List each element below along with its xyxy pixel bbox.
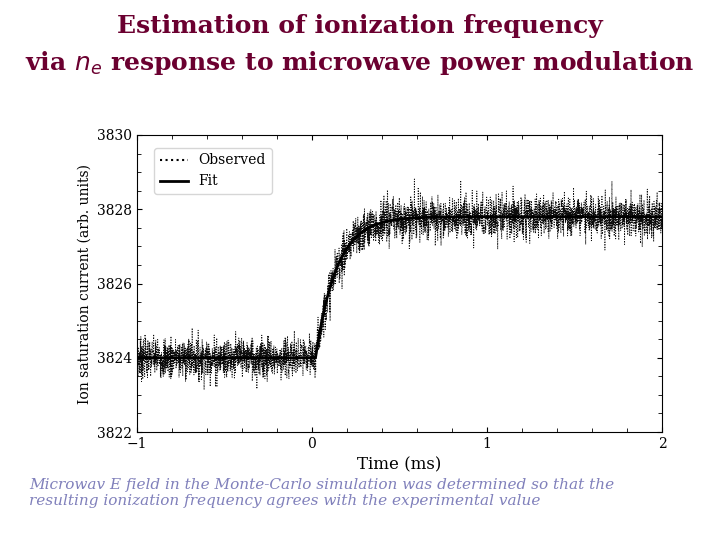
Y-axis label: Ion saturation current (arb. units): Ion saturation current (arb. units) [77,164,91,403]
Fit [224,354,233,361]
Fit [648,213,657,220]
Line: Observed: Observed [137,179,662,390]
Legend: Observed, Fit: Observed, Fit [154,148,271,194]
Observed [658,212,667,218]
Fit [357,230,366,236]
Observed [224,337,233,343]
Text: Estimation of ionization frequency: Estimation of ionization frequency [117,14,603,37]
Observed [334,262,343,268]
Observed [192,369,201,376]
Observed [410,176,419,183]
Observed [648,211,657,217]
Fit [658,213,667,220]
Fit [192,354,201,361]
Observed [132,337,141,343]
Text: via $n_e$ response to microwave power modulation: via $n_e$ response to microwave power mo… [25,49,695,77]
X-axis label: Time (ms): Time (ms) [357,456,442,474]
Text: Microwav E field in the Monte-Carlo simulation was determined so that the
result: Microwav E field in the Monte-Carlo simu… [29,478,614,508]
Fit [591,213,600,220]
Observed [592,227,600,233]
Fit [334,261,343,267]
Observed [199,387,208,393]
Observed [357,217,366,224]
Line: Fit: Fit [137,217,662,357]
Fit [132,354,141,361]
